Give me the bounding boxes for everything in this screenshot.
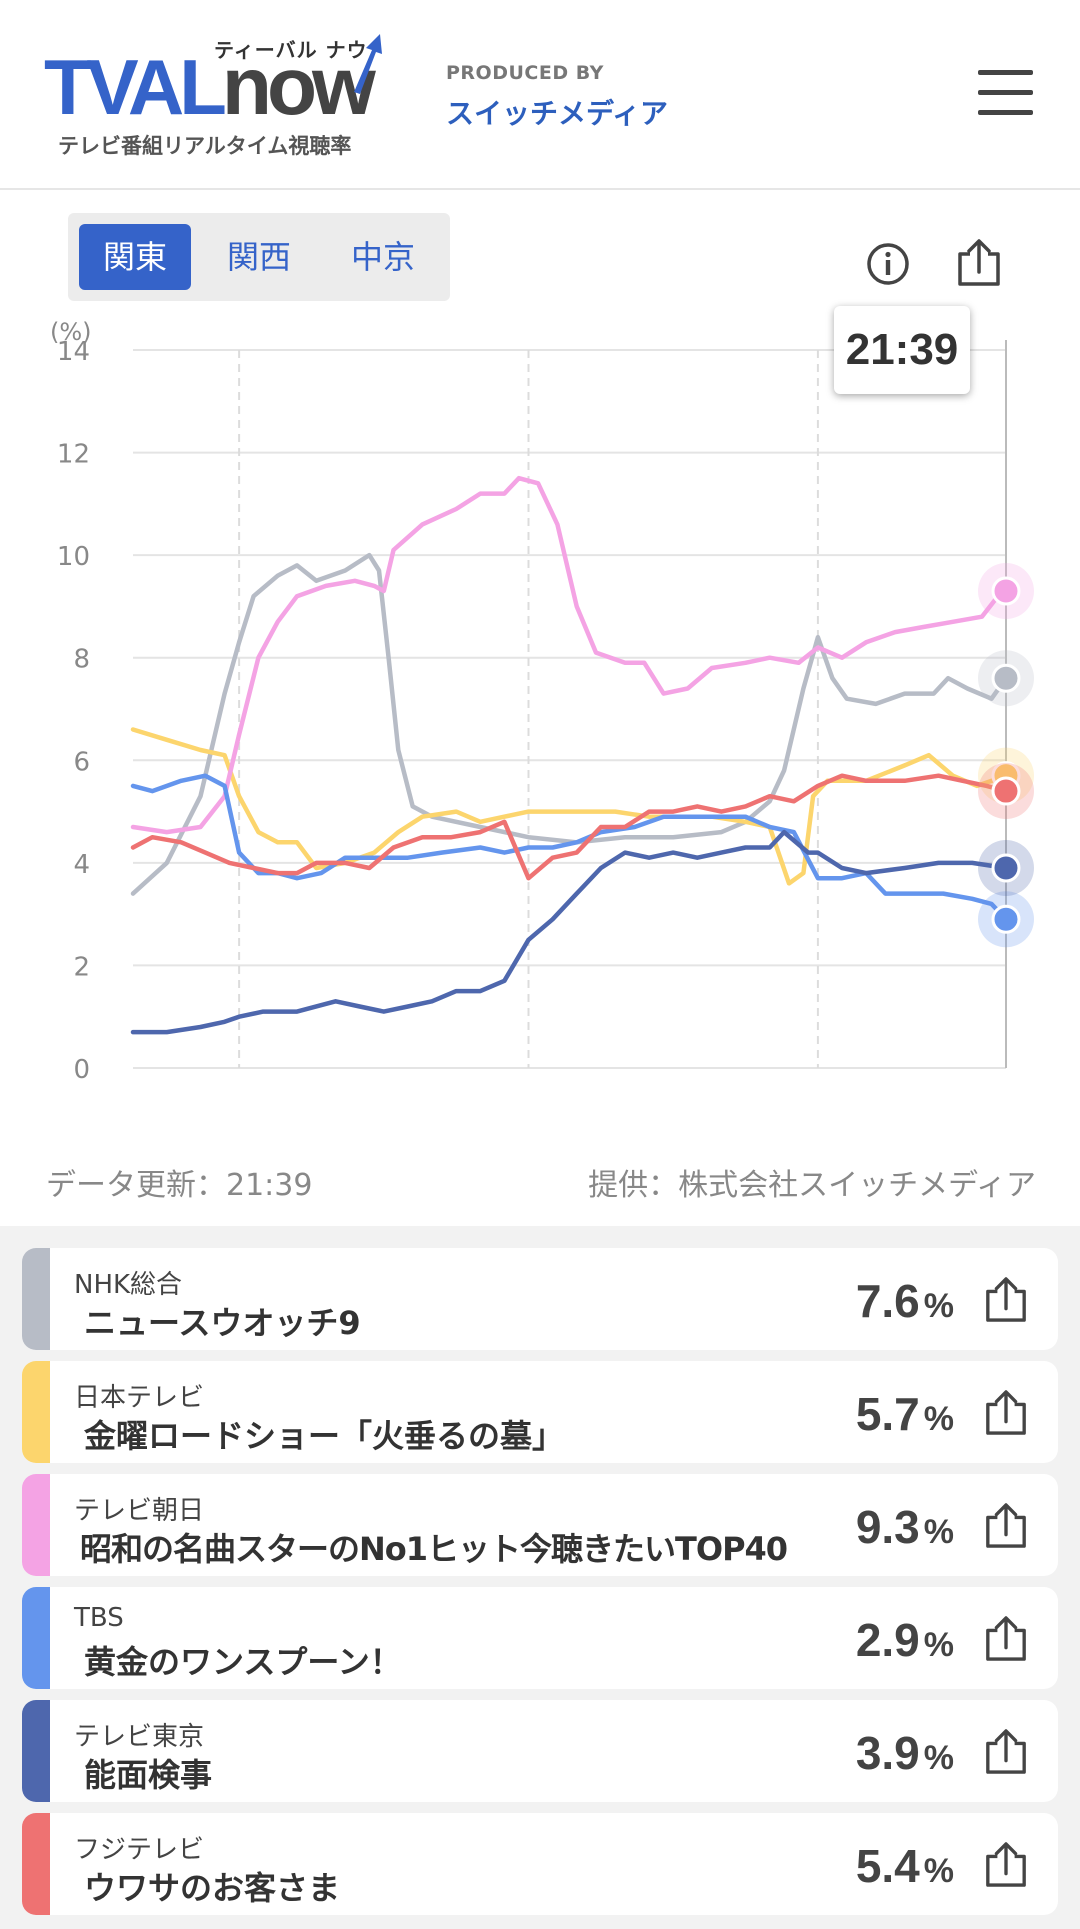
producer-name[interactable]: スイッチメディア bbox=[446, 97, 669, 130]
series-marker bbox=[991, 576, 1021, 606]
rating-value: 9.3% bbox=[855, 1501, 954, 1553]
x-tick-label: 20:00 bbox=[491, 1107, 566, 1110]
tvalnow-logo[interactable]: TVALnow ティーバル ナウ テレビ番組リアルタイム視聴率 bbox=[44, 34, 394, 160]
channel-card-nhk[interactable]: NHK総合 ニュースウオッチ9 7.6% bbox=[22, 1248, 1058, 1350]
y-tick-label: 0 bbox=[73, 1055, 90, 1085]
channel-card-tv-tokyo[interactable]: テレビ東京 能面検事 3.9% bbox=[22, 1700, 1058, 1802]
y-axis-unit-label: (%) bbox=[50, 318, 92, 346]
ratings-line-chart[interactable]: 0 2 4 6 8 10 12 14(%) 19:00 20:00 21:00 bbox=[0, 310, 1080, 1110]
series-line bbox=[130, 773, 1009, 922]
tab-kansai[interactable]: 関西 bbox=[226, 238, 291, 276]
rating-value: 7.6% bbox=[855, 1275, 954, 1327]
y-tick-label: 12 bbox=[57, 440, 90, 470]
share-icon[interactable] bbox=[984, 1615, 1028, 1663]
hamburger-menu-icon[interactable] bbox=[976, 68, 1036, 118]
logo-subtitle: テレビ番組リアルタイム視聴率 bbox=[58, 134, 352, 158]
series-marker bbox=[991, 853, 1021, 883]
share-icon[interactable] bbox=[984, 1276, 1028, 1324]
tab-kanto[interactable]: 関東 bbox=[79, 224, 191, 290]
rating-value: 3.9% bbox=[855, 1727, 954, 1779]
program-title: 金曜ロードショー「火垂るの墓」 bbox=[84, 1417, 565, 1455]
rating-value: 5.4% bbox=[855, 1840, 954, 1892]
share-icon[interactable] bbox=[984, 1502, 1028, 1550]
tab-chukyo[interactable]: 中京 bbox=[350, 238, 415, 276]
series-line bbox=[130, 552, 1009, 896]
share-icon[interactable] bbox=[984, 1841, 1028, 1889]
app-header: TVALnow ティーバル ナウ テレビ番組リアルタイム視聴率 PRODUCED… bbox=[0, 0, 1080, 190]
channel-card-tbs[interactable]: TBS 黄金のワンスプーン！ 2.9% bbox=[22, 1587, 1058, 1689]
y-tick-label: 10 bbox=[57, 542, 90, 572]
channel-color-bar bbox=[22, 1813, 50, 1915]
channel-color-bar bbox=[22, 1248, 50, 1350]
y-tick-label: 6 bbox=[73, 747, 90, 777]
region-tabs: 関東 関西 中京 bbox=[68, 213, 450, 301]
data-updated-label: データ更新：21:39 bbox=[46, 1168, 313, 1203]
channel-card-fuji[interactable]: フジテレビ ウワサのお客さま 5.4% bbox=[22, 1813, 1058, 1915]
series-line bbox=[130, 773, 1009, 881]
rating-value: 5.7% bbox=[855, 1388, 954, 1440]
channel-name: フジテレビ bbox=[74, 1835, 205, 1865]
channel-card-tv-asahi[interactable]: テレビ朝日 昭和の名曲スターのNo1ヒット今聴きたいTOP40 9.3% bbox=[22, 1474, 1058, 1576]
channel-name: テレビ朝日 bbox=[74, 1496, 205, 1526]
program-title: 昭和の名曲スターのNo1ヒット今聴きたいTOP40 bbox=[80, 1530, 788, 1568]
program-title: 黄金のワンスプーン！ bbox=[84, 1643, 402, 1681]
produced-by-label: PRODUCED BY bbox=[446, 62, 604, 84]
channel-card-ntv[interactable]: 日本テレビ 金曜ロードショー「火垂るの墓」 5.7% bbox=[22, 1361, 1058, 1463]
x-tick-label: 19:00 bbox=[202, 1107, 277, 1110]
share-icon[interactable] bbox=[984, 1389, 1028, 1437]
series-line bbox=[130, 829, 1009, 1035]
channel-list: NHK総合 ニュースウオッチ9 7.6% 日本テレビ 金曜ロードショー「火垂るの… bbox=[0, 1226, 1080, 1929]
channel-name: 日本テレビ bbox=[74, 1383, 205, 1413]
provider-label: 提供：株式会社スイッチメディア bbox=[588, 1168, 1036, 1203]
series-line bbox=[130, 475, 1009, 835]
y-tick-label: 8 bbox=[73, 645, 90, 675]
x-tick-label: 21:00 bbox=[780, 1107, 855, 1110]
series-marker bbox=[991, 663, 1021, 693]
channel-name: NHK総合 bbox=[74, 1270, 183, 1300]
channel-name: テレビ東京 bbox=[74, 1722, 205, 1752]
share-icon[interactable] bbox=[984, 1728, 1028, 1776]
program-title: ニュースウオッチ9 bbox=[84, 1304, 361, 1342]
program-title: ウワサのお客さま bbox=[84, 1869, 341, 1907]
y-tick-label: 4 bbox=[73, 850, 90, 880]
logo-wordmark: TVALnow bbox=[44, 41, 376, 132]
program-title: 能面検事 bbox=[84, 1756, 213, 1794]
rating-value: 2.9% bbox=[855, 1614, 954, 1666]
ratings-chart[interactable]: 0 2 4 6 8 10 12 14(%) 19:00 20:00 21:00 bbox=[0, 310, 1080, 1110]
logo-kana: ティーバル ナウ bbox=[214, 38, 368, 62]
share-icon[interactable] bbox=[956, 238, 1002, 288]
series-marker bbox=[991, 776, 1021, 806]
series-line bbox=[130, 727, 1009, 886]
time-tooltip: 21:39 bbox=[834, 306, 970, 394]
channel-color-bar bbox=[22, 1700, 50, 1802]
y-tick-label: 14 bbox=[57, 337, 90, 367]
channel-color-bar bbox=[22, 1474, 50, 1576]
series-marker bbox=[991, 904, 1021, 934]
y-tick-label: 2 bbox=[73, 952, 90, 982]
info-icon[interactable] bbox=[866, 242, 910, 286]
channel-color-bar bbox=[22, 1361, 50, 1463]
logo-arrow-icon bbox=[354, 34, 382, 94]
channel-color-bar bbox=[22, 1587, 50, 1689]
channel-name: TBS bbox=[74, 1603, 124, 1633]
